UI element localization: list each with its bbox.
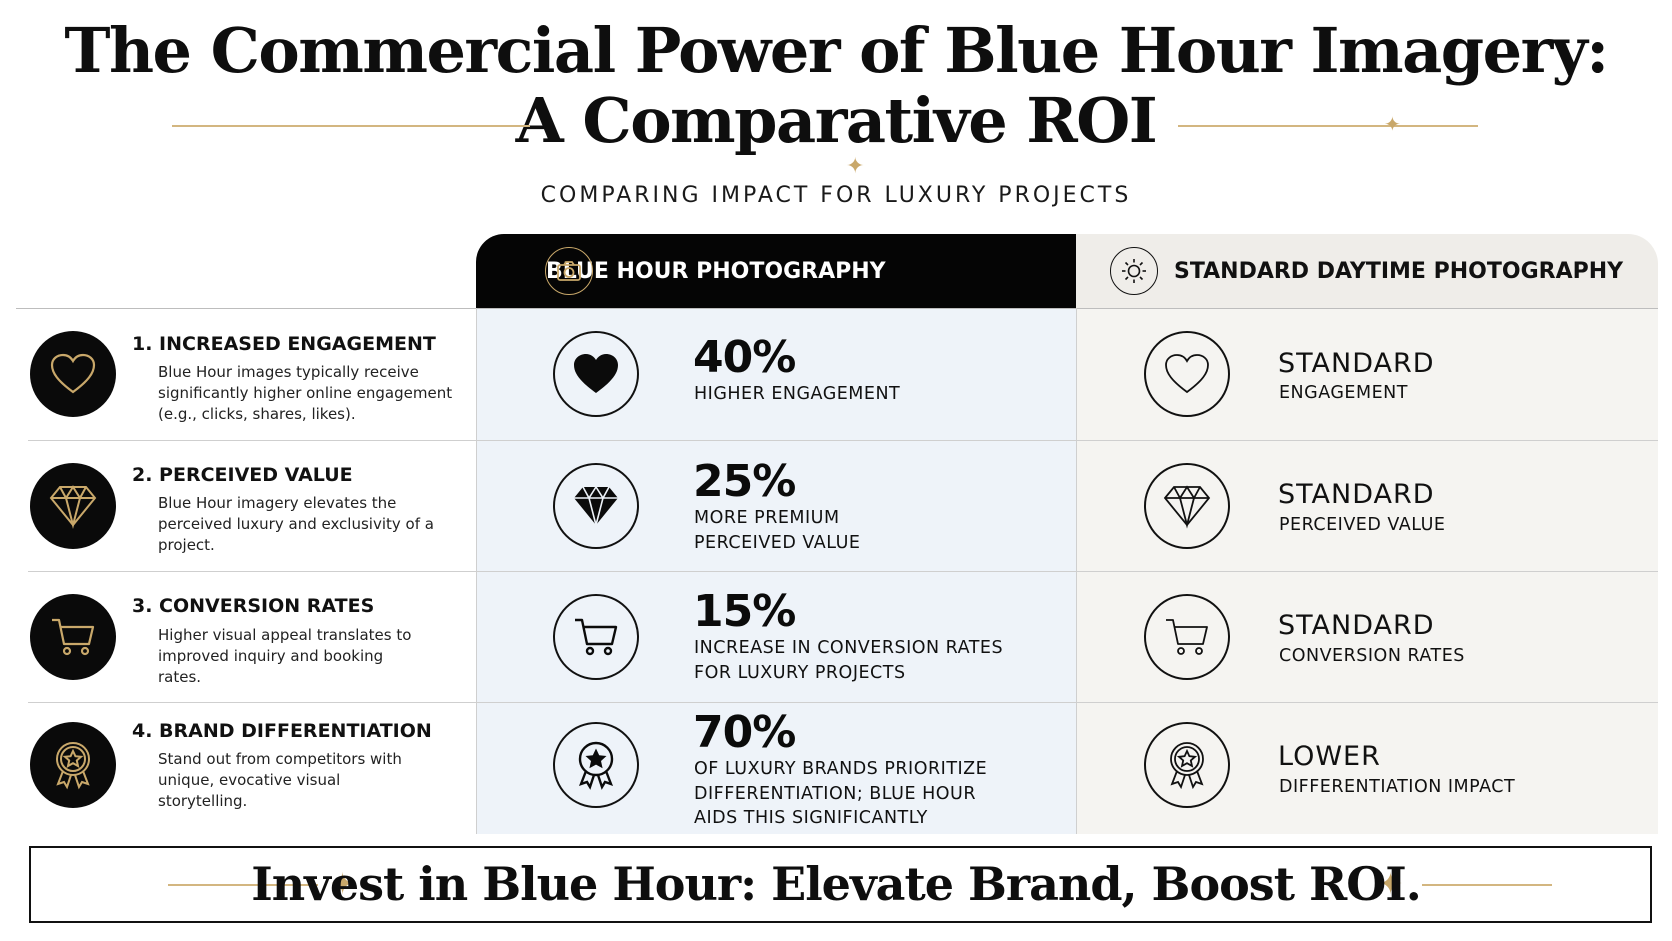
title-center-sparkle-icon: ✦ — [846, 153, 865, 178]
diamond-icon — [30, 463, 116, 549]
award-star-icon — [553, 722, 639, 808]
column-divider — [476, 308, 477, 834]
footer-left-sparkle-icon: ✦ — [330, 868, 356, 901]
row-description: Stand out from competitors with unique, … — [158, 750, 402, 810]
blue-hour-value: 25% — [693, 456, 796, 507]
cart-icon — [1144, 594, 1230, 680]
heart-icon — [30, 331, 116, 417]
standard-value: STANDARD — [1278, 610, 1435, 641]
page-title-line-2: A Comparative ROI — [515, 84, 1158, 157]
standard-column-header: STANDARD DAYTIME PHOTOGRAPHY — [1076, 234, 1658, 308]
table-top-divider — [16, 308, 1658, 309]
row-description: Blue Hour imagery elevates the perceived… — [158, 494, 434, 554]
sun-icon — [1110, 247, 1158, 295]
standard-value: STANDARD — [1278, 479, 1435, 510]
footer-left-divider — [168, 884, 318, 886]
column-divider — [1076, 308, 1077, 834]
diamond-icon — [1144, 463, 1230, 549]
diamond-icon — [553, 463, 639, 549]
title-right-sparkle-icon: ✦ — [1384, 114, 1401, 136]
blue-hour-caption: HIGHER ENGAGEMENT — [694, 384, 901, 404]
standard-caption: ENGAGEMENT — [1279, 383, 1408, 403]
footer-right-divider — [1422, 884, 1552, 886]
row-description: Higher visual appeal translates to impro… — [158, 626, 412, 686]
cart-icon — [553, 594, 639, 680]
row-title: 1. INCREASED ENGAGEMENT — [132, 333, 436, 355]
page-title-line-1: The Commercial Power of Blue Hour Imager… — [64, 14, 1609, 87]
camera-icon — [545, 247, 593, 295]
award-star-icon — [1144, 722, 1230, 808]
footer-right-sparkle-icon: ✦ — [1378, 868, 1404, 901]
cart-icon — [30, 594, 116, 680]
blue-hour-value: 40% — [693, 332, 796, 383]
award-star-icon — [30, 722, 116, 808]
blue-hour-caption: INCREASE IN CONVERSION RATES FOR LUXURY … — [694, 638, 1004, 683]
standard-column-label: STANDARD DAYTIME PHOTOGRAPHY — [1174, 258, 1624, 284]
row-divider — [28, 440, 1658, 441]
page-subtitle: COMPARING IMPACT FOR LUXURY PROJECTS — [540, 183, 1132, 208]
row-title: 4. BRAND DIFFERENTIATION — [132, 720, 432, 742]
heart-icon — [553, 331, 639, 417]
title-right-divider — [1178, 125, 1478, 127]
blue-hour-value: 15% — [693, 586, 796, 637]
standard-caption: DIFFERENTIATION IMPACT — [1279, 777, 1516, 797]
blue-hour-column-label: BLUE HOUR PHOTOGRAPHY — [546, 258, 886, 284]
standard-caption: CONVERSION RATES — [1279, 646, 1465, 666]
row-title: 3. CONVERSION RATES — [132, 595, 375, 617]
standard-value: LOWER — [1278, 741, 1381, 772]
row-title: 2. PERCEIVED VALUE — [132, 464, 353, 486]
footer-tagline: Invest in Blue Hour: Elevate Brand, Boos… — [251, 857, 1422, 911]
row-divider — [28, 571, 1658, 572]
blue-hour-value: 70% — [693, 707, 796, 758]
heart-icon — [1144, 331, 1230, 417]
blue-hour-caption: MORE PREMIUM PERCEIVED VALUE — [694, 508, 861, 553]
title-left-divider — [172, 125, 530, 127]
standard-value: STANDARD — [1278, 348, 1435, 379]
row-divider — [28, 702, 1658, 703]
row-description: Blue Hour images typically receive signi… — [158, 363, 453, 423]
blue-hour-caption: OF LUXURY BRANDS PRIORITIZE DIFFERENTIAT… — [694, 759, 988, 828]
standard-caption: PERCEIVED VALUE — [1279, 515, 1446, 535]
